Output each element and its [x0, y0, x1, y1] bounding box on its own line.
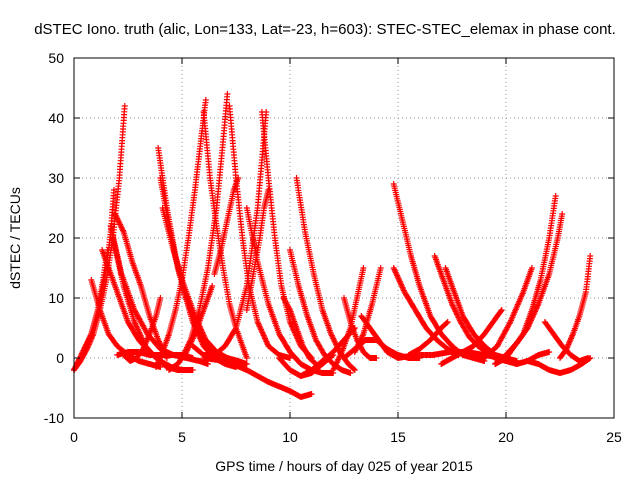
series-markers	[438, 307, 505, 367]
series-markers	[524, 355, 594, 376]
series-arc	[330, 265, 367, 373]
series-markers	[200, 355, 315, 400]
x-axis-label: GPS time / hours of day 025 of year 2015	[215, 458, 473, 474]
series-arc	[189, 109, 270, 358]
x-tick-label: 0	[70, 429, 78, 445]
x-tick-label: 5	[178, 429, 186, 445]
y-axis-label: dSTEC / TECUs	[7, 187, 23, 289]
x-tick-label: 20	[498, 429, 514, 445]
series-arc	[557, 253, 594, 361]
series-markers	[71, 247, 111, 373]
series-markers	[358, 313, 401, 361]
plot-frame	[73, 57, 615, 419]
series-markers	[341, 295, 380, 361]
series-arc	[71, 247, 111, 373]
y-tick-label: 10	[48, 290, 64, 306]
axis-layer: 0 5 10 15 20 25 -10 0 10 20 30 40 50	[44, 50, 622, 445]
series-arc	[438, 307, 505, 367]
series-arc	[481, 265, 535, 361]
series-markers	[405, 319, 451, 358]
chart-title: dSTEC Iono. truth (alic, Lon=133, Lat=-2…	[34, 21, 616, 38]
series-layer	[71, 91, 594, 400]
series-markers	[287, 247, 354, 376]
series-arc	[492, 211, 566, 367]
series-markers	[481, 265, 535, 361]
series-arc	[341, 295, 380, 361]
series-markers	[189, 109, 270, 358]
series-markers	[492, 211, 566, 367]
y-tick-label: 0	[56, 350, 64, 366]
series-arc	[120, 295, 164, 364]
series-markers	[557, 253, 594, 361]
series-arc	[200, 355, 315, 400]
x-tick-label: 25	[606, 429, 622, 445]
series-markers	[280, 295, 319, 367]
series-arc	[405, 319, 451, 358]
series-arc	[179, 91, 231, 361]
series-markers	[112, 211, 170, 361]
y-tick-label: 50	[48, 50, 64, 66]
y-tick-label: 30	[48, 170, 64, 186]
series-arc	[358, 313, 401, 361]
series-arc	[280, 295, 319, 367]
series-arc	[112, 211, 170, 361]
series-arc	[243, 205, 337, 376]
series-arc	[287, 247, 354, 376]
y-tick-label: -10	[44, 410, 64, 426]
x-tick-label: 10	[282, 429, 298, 445]
series-markers	[330, 265, 367, 373]
series-markers	[541, 319, 592, 364]
series-markers	[179, 91, 231, 361]
series-arc	[541, 319, 592, 364]
series-arc	[524, 355, 594, 376]
series-markers	[153, 97, 209, 370]
x-tick-label: 15	[390, 429, 406, 445]
y-tick-label: 40	[48, 110, 64, 126]
series-arc	[153, 97, 209, 370]
series-markers	[120, 295, 164, 364]
y-tick-label: 20	[48, 230, 64, 246]
series-markers	[243, 205, 337, 376]
